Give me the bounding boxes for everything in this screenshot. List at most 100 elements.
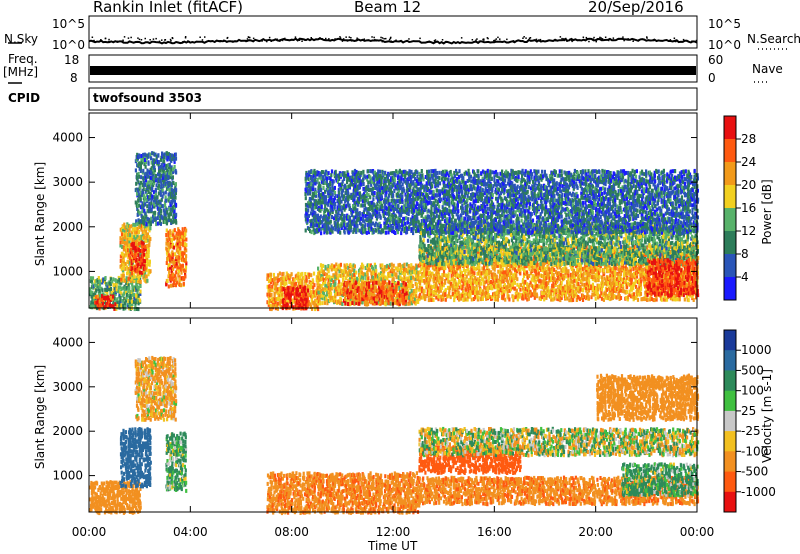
power-echo-cell (374, 273, 377, 278)
power-echo-cell (136, 226, 139, 231)
power-echo-cell (352, 293, 355, 298)
power-echo-cell (398, 284, 401, 289)
power-echo-cell (331, 285, 334, 290)
power-echo-cell (177, 231, 180, 236)
power-echo-cell (310, 281, 313, 286)
power-echo-cell (410, 267, 413, 272)
power-echo-cell (358, 280, 361, 285)
power-echo-cell (127, 293, 130, 298)
power-echo-cell (171, 208, 174, 213)
power-echo-cell (556, 276, 559, 280)
power-echo-cell (278, 271, 281, 276)
power-echo-cell (317, 282, 320, 287)
power-echo-cell (127, 223, 130, 228)
power-echo-cell (323, 300, 326, 305)
power-echo-cell (161, 167, 164, 172)
power-echo-cell (126, 250, 129, 255)
power-echo-cell (136, 163, 139, 168)
power-echo-cell (374, 277, 378, 281)
power-echo-cell (553, 267, 556, 272)
power-echo-cell (305, 281, 308, 286)
power-echo-cell (401, 270, 404, 275)
power-echo-cell (266, 300, 269, 305)
power-echo-cell (338, 273, 341, 278)
power-echo-cell (160, 197, 163, 202)
noise-search-dot (623, 39, 625, 42)
power-echo-cell (397, 281, 400, 286)
power-echo-cell (347, 272, 350, 277)
power-echo-cell (146, 204, 149, 209)
power-echo-cell (125, 290, 128, 295)
noise-search-dot (595, 40, 597, 43)
power-echo-cell (145, 235, 148, 240)
noise-search-dot (328, 38, 330, 40)
noise-search-dot (355, 39, 358, 41)
power-echo-cell (378, 276, 381, 281)
power-echo-cell (519, 292, 522, 297)
power-echo-cell (314, 298, 317, 303)
power-echo-cell (371, 275, 374, 280)
noise-search-dot (411, 40, 413, 43)
power-echo-cell (331, 264, 334, 269)
power-echo-cell (283, 282, 286, 286)
power-echo-cell (125, 231, 128, 236)
noise-search-dot (535, 38, 538, 41)
power-echo-cell (144, 270, 147, 275)
power-echo-cell (150, 201, 153, 206)
noise-search-dot (339, 37, 342, 39)
power-echo-cell (321, 296, 324, 301)
power-echo-cell (120, 276, 123, 281)
power-echo-cell (147, 272, 150, 277)
power-echo-cell (182, 281, 185, 286)
power-echo-cell (437, 286, 440, 291)
power-echo-cell (285, 287, 289, 292)
power-echo-cell (537, 271, 540, 276)
power-echo-cell (360, 300, 363, 305)
power-echo-cell (273, 291, 276, 296)
power-echo-cell (159, 219, 162, 224)
noise-search-dot (284, 37, 286, 40)
power-echo-cell (516, 277, 519, 282)
power-echo-cell (139, 276, 142, 281)
power-echo-cell (168, 215, 171, 220)
power-echo-cell (125, 292, 129, 297)
noise-search-dot (170, 40, 172, 42)
power-echo-cell (180, 283, 183, 288)
power-echo-cell (109, 282, 112, 286)
power-echo-cell (414, 263, 418, 268)
power-echo-cell (309, 302, 312, 307)
power-echo-cell (416, 264, 419, 269)
power-echo-cell (155, 183, 158, 188)
power-echo-cell (356, 297, 359, 302)
power-echo-cell (354, 278, 357, 283)
power-echo-cell (276, 287, 279, 292)
power-echo-cell (415, 294, 418, 299)
power-echo-cell (140, 234, 143, 239)
power-echo-cell (133, 227, 136, 231)
power-echo-cell (136, 240, 139, 245)
noise-search-dot (92, 40, 94, 42)
noise-search-dot (622, 36, 624, 38)
power-echo-cell (165, 221, 168, 226)
power-echo-cell (332, 298, 335, 303)
power-echo-cell (345, 280, 349, 285)
power-echo-cell (320, 293, 323, 298)
power-echo-cell (162, 220, 165, 224)
power-echo-cell (164, 203, 167, 208)
power-echo-cell (103, 280, 107, 285)
noise-search-dot (674, 40, 677, 43)
noise-search-dot (539, 38, 542, 41)
power-echo-cell (131, 285, 134, 290)
power-echo-cell (168, 269, 171, 274)
power-echo-cell (165, 198, 168, 203)
power-echo-cell (131, 288, 134, 293)
power-echo-cell (289, 286, 293, 291)
power-echo-cell (126, 224, 129, 229)
power-echo-cell (324, 264, 327, 269)
power-echo-cell (588, 280, 591, 285)
power-echo-cell (388, 293, 391, 298)
power-echo-cell (304, 272, 307, 276)
noise-left-tick-top: 10^5 (52, 17, 85, 31)
power-echo-cell (572, 298, 575, 302)
power-echo-cell (407, 301, 410, 306)
